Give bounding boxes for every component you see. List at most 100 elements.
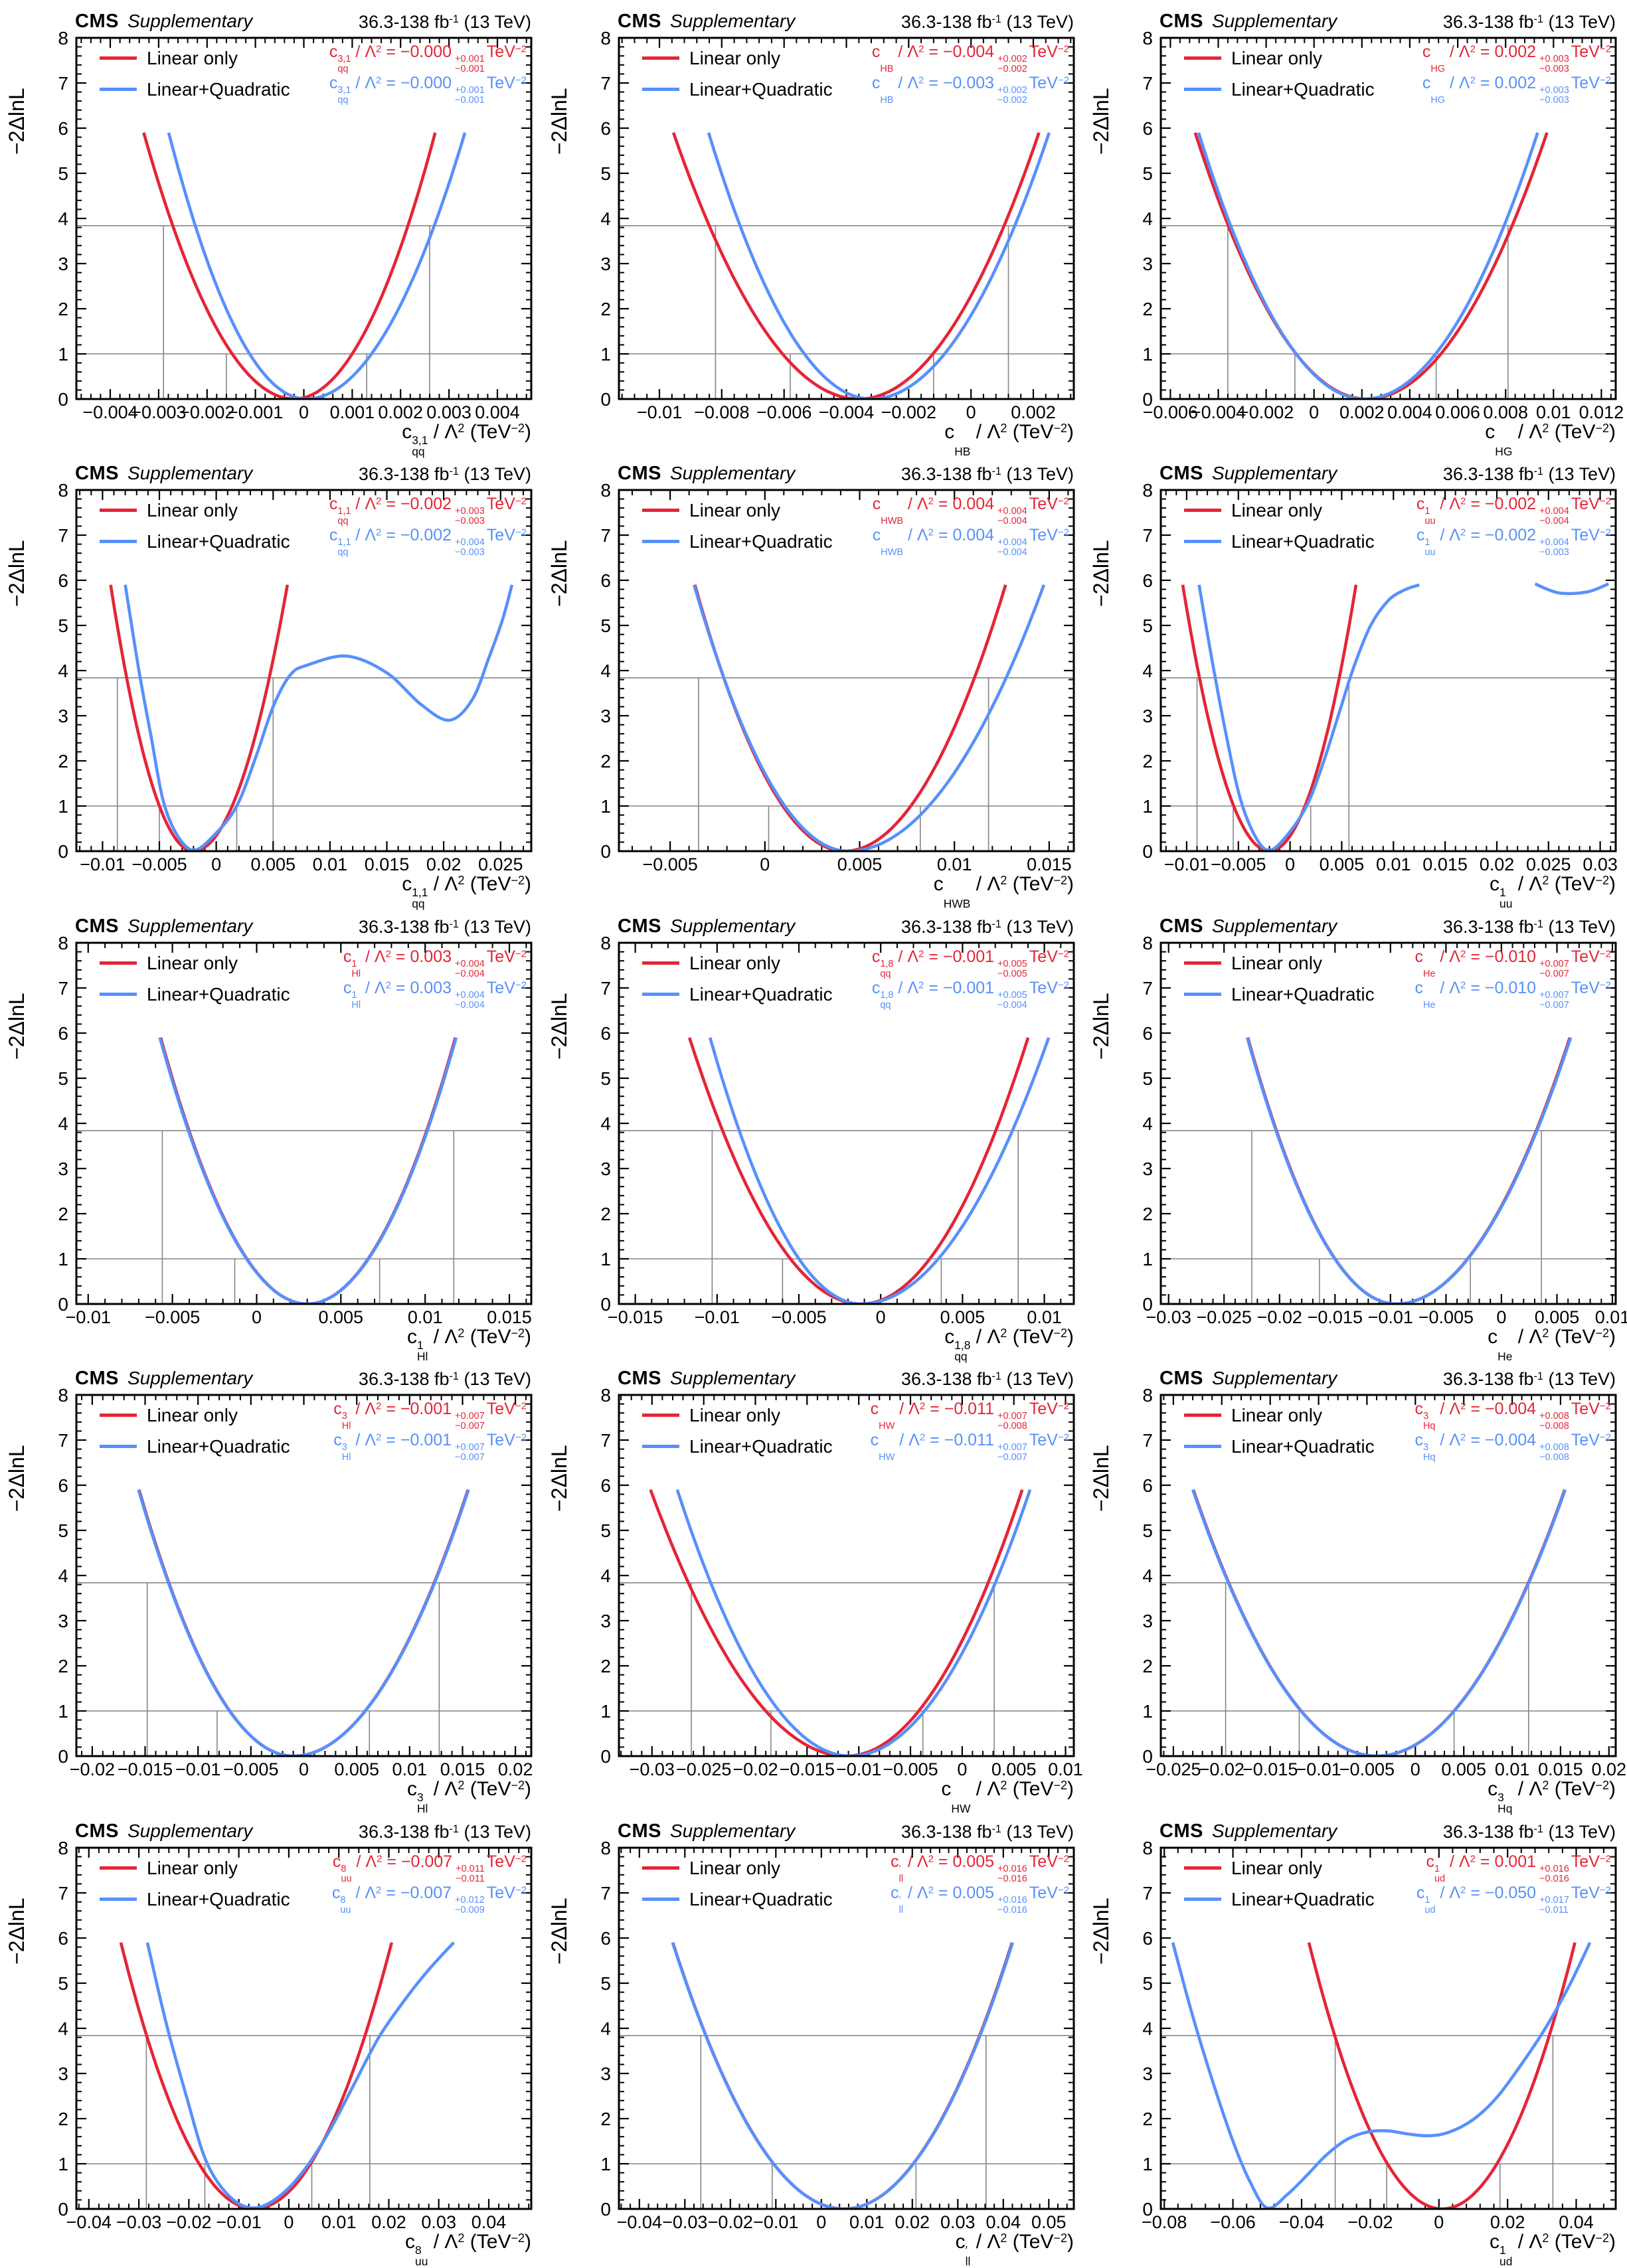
y-tick-label: 3 xyxy=(58,1611,68,1631)
y-axis-title: −2ΔlnL xyxy=(1089,540,1113,607)
panel-cHG: 0 1 2 3 4 5 6 7 8 −2ΔlnL CMS Supplementary 36.3-138 … xyxy=(1084,0,1627,457)
panel-cqq11: 0 1 2 3 4 5 6 7 8 −2ΔlnL CMS Supplementary 36.3-138 … xyxy=(0,452,543,910)
y-tick-label: 8 xyxy=(600,28,611,48)
x-tick-label: −0.04 xyxy=(66,2212,112,2232)
y-tick-label: 0 xyxy=(1142,841,1153,862)
x-tick-label: −0.03 xyxy=(662,2212,708,2232)
fit-result-quadratic: c ′ ll / Λ2 = 0.005 +0.016 −0.016 TeV−2 xyxy=(891,1883,1069,1915)
lumi-label: 36.3-138 fb-1 (13 TeV) xyxy=(358,464,531,484)
y-tick-label: 6 xyxy=(600,118,611,139)
y-tick-label: 7 xyxy=(58,978,68,999)
legend: Linear only Linear+Quadratic xyxy=(642,42,833,105)
x-axis-title: c​HWB / Λ2 (TeV−2) xyxy=(933,873,1074,911)
panel-cHW: 0 1 2 3 4 5 6 7 8 −2ΔlnL CMS Supplementary 36.3-138 … xyxy=(543,1357,1085,1815)
panel-cud1: 0 1 2 3 4 5 6 7 8 −2ΔlnL CMS Supplementary 36.3-138 … xyxy=(1084,1810,1627,2267)
x-tick-label: 0.02 xyxy=(426,854,462,874)
x-tick-label: 0 xyxy=(298,402,309,422)
y-tick-label: 6 xyxy=(58,1023,68,1044)
fit-result-linear: c 1,8 qq / Λ2 = −0.001 +0.005 −0.005 TeV−2 xyxy=(871,947,1069,979)
plot-canvas-cqq18: 0 1 2 3 4 5 6 7 8 −2ΔlnL xyxy=(547,933,1075,1315)
x-tick-label: 0 xyxy=(875,1307,886,1327)
y-tick-label: 0 xyxy=(600,2199,611,2220)
y-tick-label: 2 xyxy=(600,2109,611,2129)
y-tick-label: 0 xyxy=(600,841,611,862)
y-tick-label: 7 xyxy=(1142,73,1153,94)
y-axis-title: −2ΔlnL xyxy=(1089,993,1113,1060)
y-axis-title: −2ΔlnL xyxy=(5,540,29,607)
curve-linear-quadratic xyxy=(137,1489,470,1756)
x-tick-label: 0 xyxy=(251,1307,262,1327)
x-tick-label: −0.02 xyxy=(69,1759,116,1779)
y-tick-label: 0 xyxy=(58,389,68,410)
curve-linear-quadratic xyxy=(1245,1037,1573,1304)
y-tick-label: 3 xyxy=(58,2064,68,2084)
y-tick-label: 8 xyxy=(58,933,68,953)
x-tick-label: 0.005 xyxy=(1441,1759,1486,1779)
y-tick-label: 2 xyxy=(58,2109,68,2129)
y-tick-label: 6 xyxy=(58,570,68,591)
legend-item-linear-quadratic: Linear+Quadratic xyxy=(1184,526,1375,557)
legend: Linear only Linear+Quadratic xyxy=(642,1852,833,1915)
x-tick-label: −0.08 xyxy=(1142,2212,1187,2232)
cms-label: CMS Supplementary xyxy=(618,916,796,937)
x-tick-label: −0.02 xyxy=(1347,2212,1393,2232)
cms-label: CMS Supplementary xyxy=(618,11,796,32)
plot-frame xyxy=(1159,1394,1617,1757)
y-tick-label: 4 xyxy=(600,1113,611,1134)
x-tick-label: 0.02 xyxy=(1490,2212,1525,2232)
plot-canvas-cqq11: 0 1 2 3 4 5 6 7 8 −2ΔlnL xyxy=(5,480,533,862)
x-tick-label: 0 xyxy=(211,854,222,874)
x-tick-label: 0.02 xyxy=(895,2212,930,2232)
cms-label: CMS Supplementary xyxy=(618,1368,796,1389)
fit-result-linear: c ′ ll / Λ2 = 0.005 +0.016 −0.016 TeV−2 xyxy=(891,1852,1069,1884)
legend-item-linear-only: Linear only xyxy=(100,947,290,979)
y-tick-label: 6 xyxy=(600,1023,611,1044)
legend-item-linear-only: Linear only xyxy=(642,947,833,979)
y-tick-label: 2 xyxy=(600,751,611,771)
y-tick-label: 7 xyxy=(58,73,68,94)
cms-label: CMS Supplementary xyxy=(1159,916,1337,937)
y-tick-label: 6 xyxy=(600,1928,611,1949)
x-tick-label: 0 xyxy=(1285,854,1296,874)
x-tick-label: −0.006 xyxy=(1142,402,1199,422)
fit-results: c 3,1 qq / Λ2 = −0.000 +0.001 −0.001 TeV−2 c 3,… xyxy=(329,42,527,105)
x-tick-label: 0.01 xyxy=(1536,402,1571,422)
legend: Linear only Linear+Quadratic xyxy=(100,947,290,1010)
x-tick-label: −0.025 xyxy=(1146,1759,1201,1779)
x-tick-label: −0.002 xyxy=(881,402,936,422)
x-axis-title: c 1,1 qq / Λ2 (TeV−2) xyxy=(402,873,531,911)
y-tick-label: 2 xyxy=(1142,2109,1153,2129)
y-tick-label: 1 xyxy=(1142,2154,1153,2174)
y-tick-label: 3 xyxy=(1142,2064,1153,2084)
legend: Linear only Linear+Quadratic xyxy=(1184,947,1375,1010)
legend-item-linear-quadratic: Linear+Quadratic xyxy=(1184,979,1375,1010)
fit-results: c​HWB / Λ2 = 0.004+0.004−0.004TeV−2c​HWB… xyxy=(873,495,1069,557)
legend-swatch-red xyxy=(1184,509,1221,512)
x-tick-label: 0 xyxy=(284,2212,294,2232)
legend-item-linear-only: Linear only xyxy=(1184,1400,1375,1431)
fit-result-quadratic: c 3,1 qq / Λ2 = −0.000 +0.001 −0.001 TeV−2 xyxy=(329,73,527,106)
fit-result-quadratic: c 3 Hq / Λ2 = −0.004 +0.008 −0.008 TeV−2 xyxy=(1414,1430,1611,1463)
plot-frame xyxy=(1159,489,1617,852)
y-tick-label: 6 xyxy=(600,1475,611,1496)
plot-canvas-cHl1: 0 1 2 3 4 5 6 7 8 −2ΔlnL xyxy=(5,933,533,1315)
y-tick-label: 2 xyxy=(1142,1656,1153,1676)
x-tick-label: 0 xyxy=(1410,1759,1420,1779)
y-tick-label: 4 xyxy=(58,1113,68,1134)
fit-result-linear: c 3,1 qq / Λ2 = −0.000 +0.001 −0.001 TeV−2 xyxy=(329,42,527,74)
x-tick-label: −0.008 xyxy=(694,402,750,422)
fit-result-quadratic: c 1,8 qq / Λ2 = −0.001 +0.005 −0.004 TeV−2 xyxy=(871,978,1069,1011)
fit-result-linear: c 1 uu / Λ2 = −0.002 +0.004 −0.004 TeV−2 xyxy=(1416,494,1611,526)
plot-frame xyxy=(75,941,533,1305)
x-tick-label: 0 xyxy=(957,1759,968,1779)
x-tick-label: 0.01 xyxy=(849,2212,885,2232)
panel-cuu8: 0 1 2 3 4 5 6 7 8 −2ΔlnL CMS Supplementary 36.3-138 … xyxy=(0,1810,543,2267)
panel-cHl1: 0 1 2 3 4 5 6 7 8 −2ΔlnL CMS Supplementary 36.3-138 … xyxy=(0,905,543,1362)
plot-canvas-cHWB: 0 1 2 3 4 5 6 7 8 −2ΔlnL xyxy=(547,480,1075,862)
x-tick-label: −0.01 xyxy=(1367,1307,1413,1327)
fit-result-linear: c 1 Hl / Λ2 = 0.003 +0.004 −0.004 TeV−2 xyxy=(343,947,527,979)
legend: Linear only Linear+Quadratic xyxy=(100,42,290,105)
